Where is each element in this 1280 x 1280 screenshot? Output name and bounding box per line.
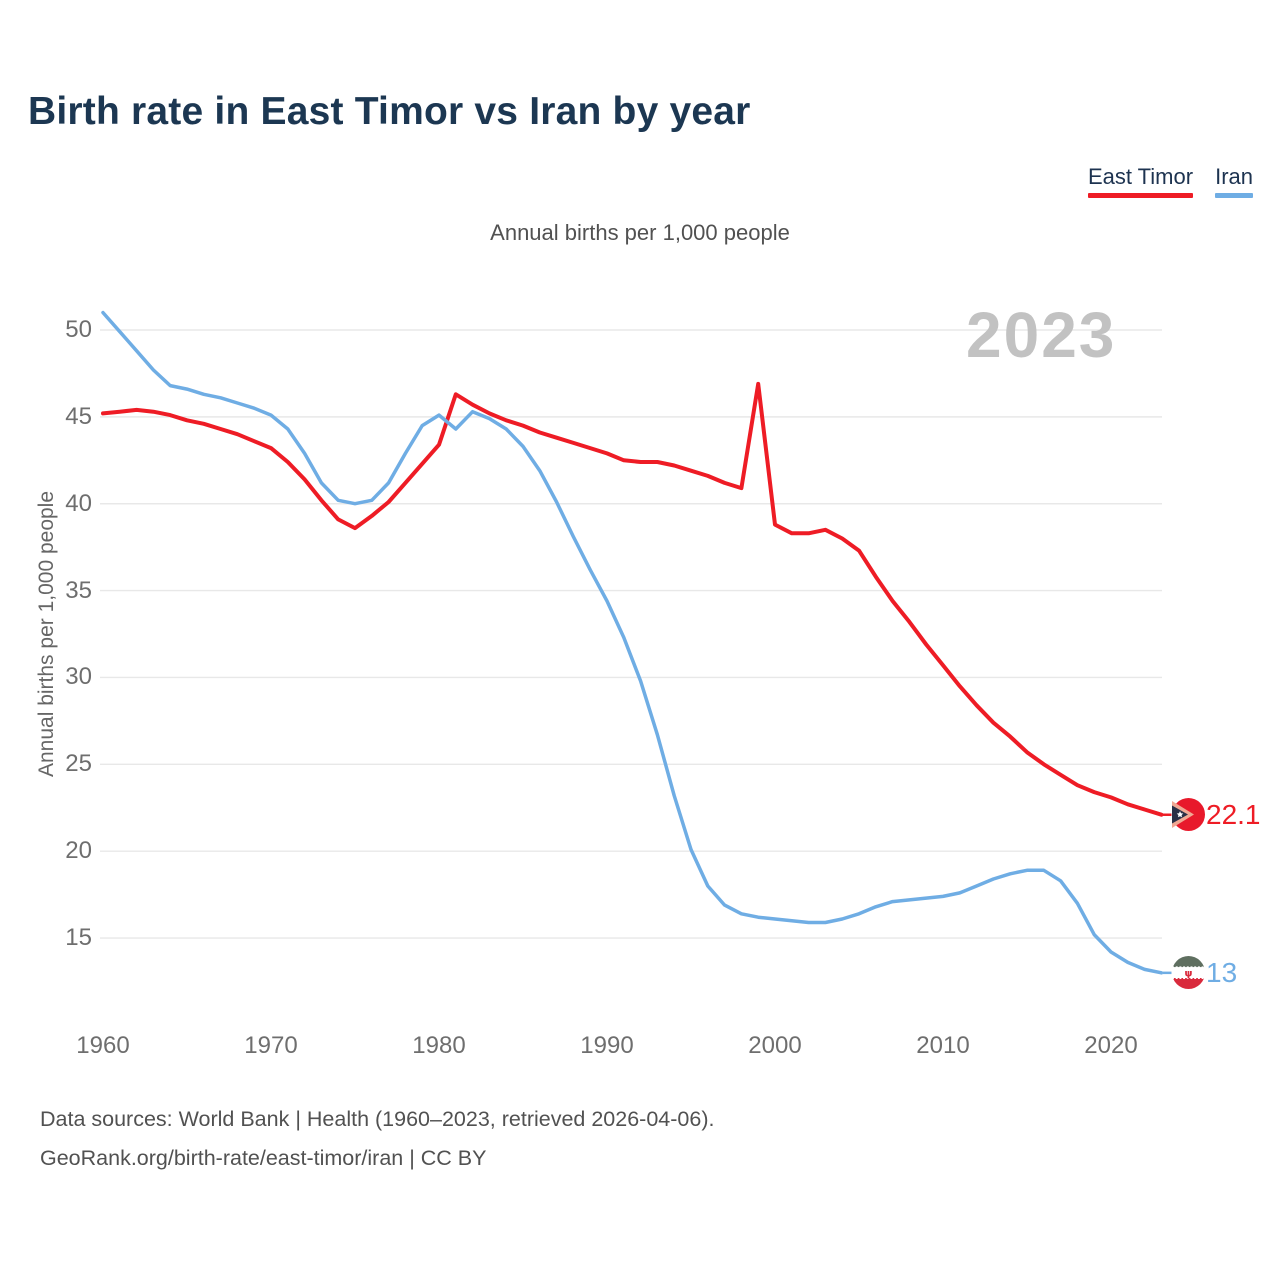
legend-item-iran[interactable]: Iran	[1215, 165, 1253, 198]
legend-swatch-iran	[1215, 193, 1253, 198]
y-tick-label: 25	[65, 750, 92, 778]
page-title: Birth rate in East Timor vs Iran by year	[28, 90, 751, 133]
y-axis-title: Annual births per 1,000 people	[35, 490, 58, 778]
legend-swatch-east-timor	[1087, 193, 1194, 198]
footer-sources-line: Data sources: World Bank | Health (1960–…	[40, 1107, 715, 1131]
x-tick-label: 1980	[412, 1032, 466, 1059]
east-timor-line	[101, 381, 1164, 817]
year-watermark: 2023	[966, 299, 1117, 371]
y-tick-label: 20	[65, 837, 92, 865]
iran-flag-icon: ψ	[1172, 956, 1205, 990]
y-tick-label: 35	[65, 576, 92, 604]
end-value-label-iran: 13	[1206, 956, 1238, 988]
y-tick-label: 45	[65, 402, 92, 430]
x-tick-label: 1990	[580, 1032, 634, 1059]
end-value-label-east-timor: 22.1	[1206, 798, 1261, 830]
legend-label-iran: Iran	[1215, 164, 1253, 189]
chart-subtitle: Annual births per 1,000 people	[490, 220, 790, 245]
footer: Data sources: World Bank | Health (1960–…	[40, 1100, 714, 1178]
y-tick-label: 50	[65, 316, 92, 343]
legend: East Timor Iran	[1087, 164, 1253, 198]
iran-line	[101, 310, 1164, 975]
svg-text:ψ: ψ	[1185, 969, 1193, 980]
east-timor-flag-icon	[1172, 798, 1205, 832]
y-tick-label: 30	[65, 663, 92, 691]
y-tick-label: 15	[65, 924, 92, 952]
x-tick-label: 2000	[748, 1032, 802, 1059]
footer-attribution-line: GeoRank.org/birth-rate/east-timor/iran |…	[40, 1146, 487, 1170]
y-tick-label: 40	[65, 489, 92, 517]
x-tick-label: 2020	[1084, 1032, 1138, 1059]
x-tick-label: 1960	[76, 1032, 130, 1059]
legend-label-east-timor: East Timor	[1087, 164, 1194, 189]
x-tick-label: 2010	[916, 1032, 970, 1059]
x-tick-label: 1970	[244, 1032, 298, 1059]
legend-item-east-timor[interactable]: East Timor	[1087, 164, 1194, 198]
